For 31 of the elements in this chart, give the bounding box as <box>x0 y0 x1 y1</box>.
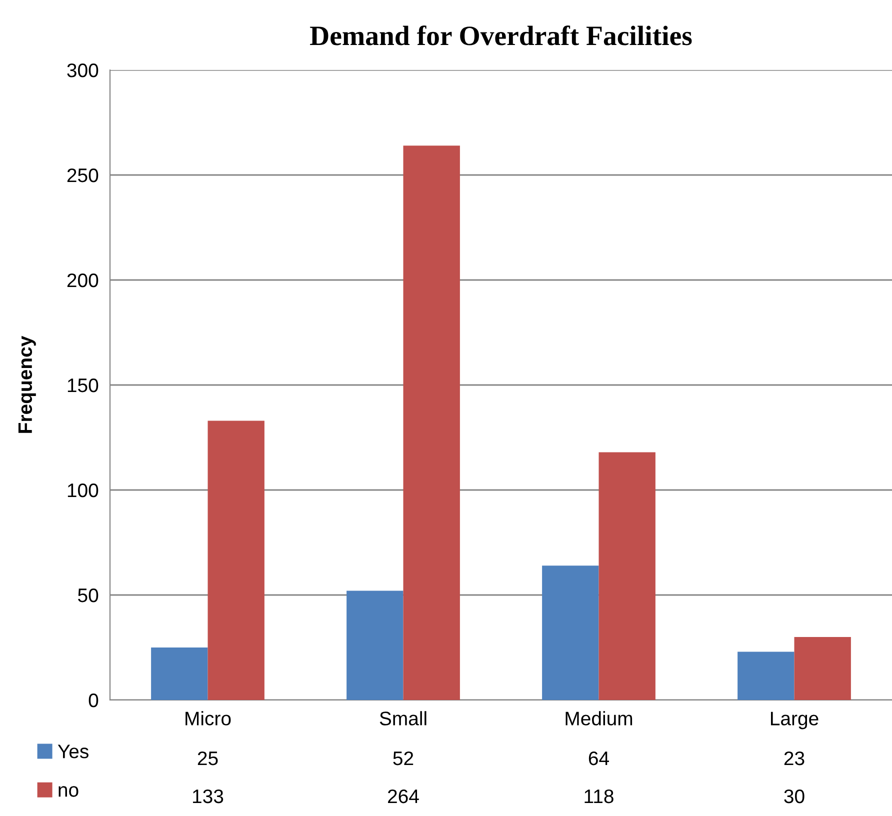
y-tick-label: 0 <box>88 693 98 708</box>
legend-label: Yes <box>58 744 88 758</box>
chart-title: Demand for Overdraft Facilities <box>310 25 692 46</box>
bar <box>794 637 851 700</box>
data-label: 25 <box>198 751 218 766</box>
legend-label: no <box>58 786 78 797</box>
x-tick-label: Medium <box>566 711 632 726</box>
data-label: 23 <box>784 751 804 766</box>
bar <box>208 420 264 700</box>
bar <box>738 652 794 700</box>
bar <box>151 648 208 700</box>
bar <box>346 590 404 700</box>
data-label: 133 <box>193 789 224 804</box>
x-tick-label: Micro <box>186 711 231 726</box>
bar <box>542 566 599 700</box>
x-tick-label: Large <box>770 712 818 730</box>
y-axis-title: Frequency <box>18 336 36 433</box>
data-label: 52 <box>393 751 414 766</box>
data-label: 30 <box>784 789 804 804</box>
y-tick-label: 200 <box>67 273 98 288</box>
bar <box>598 452 656 700</box>
y-tick-label: 300 <box>67 63 98 78</box>
y-tick-label: 100 <box>68 483 98 498</box>
y-tick-label: 150 <box>68 378 98 392</box>
y-tick-label: 50 <box>78 588 98 602</box>
data-label: 64 <box>588 751 609 766</box>
bar <box>403 146 460 700</box>
y-tick-label: 250 <box>67 168 98 182</box>
data-label: 264 <box>388 789 419 804</box>
x-tick-label: Small <box>380 711 426 726</box>
data-label: 118 <box>584 789 614 804</box>
